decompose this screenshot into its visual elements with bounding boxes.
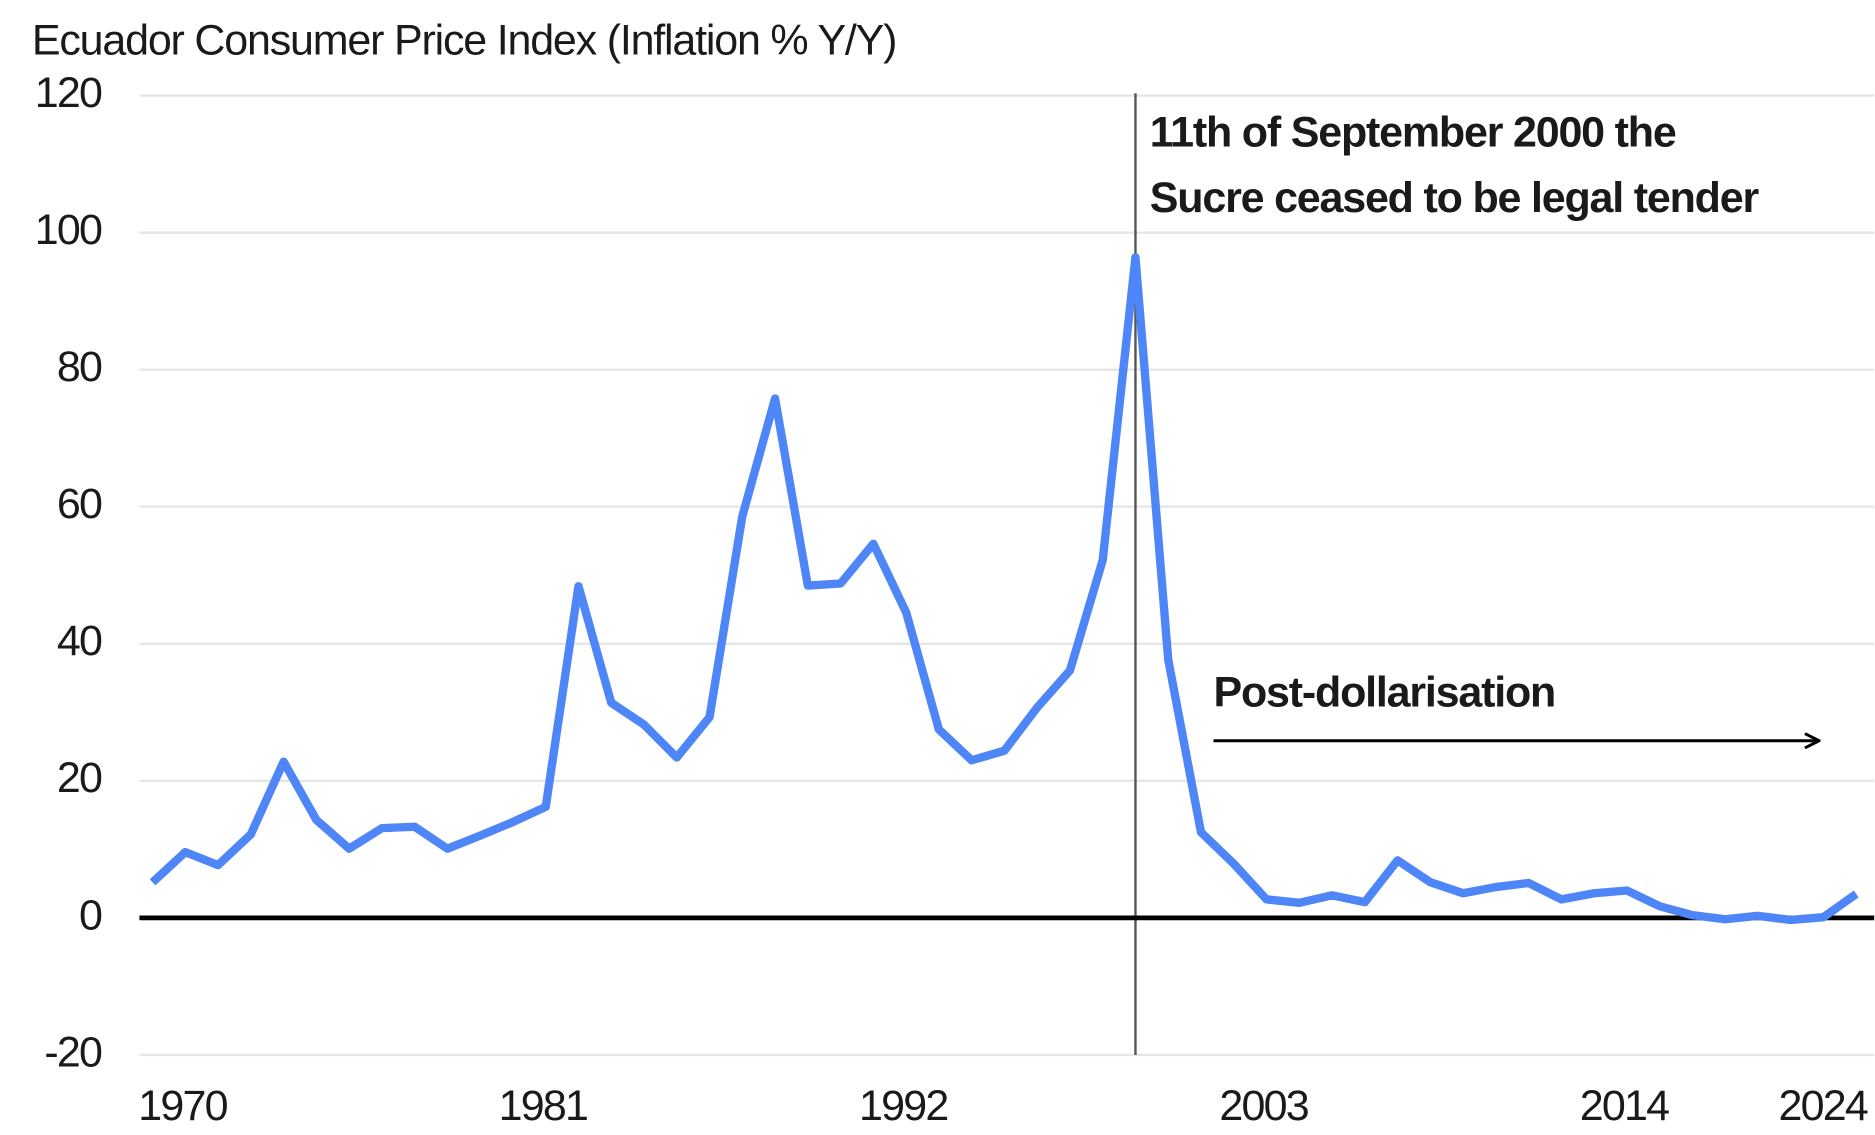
- chart-title: Ecuador Consumer Price Index (Inflation …: [32, 16, 896, 64]
- x-tick-label: 2003: [1219, 1082, 1308, 1130]
- y-tick-label: -20: [44, 1028, 102, 1076]
- y-tick-label: 0: [79, 891, 102, 939]
- x-tick-label: 2024: [1779, 1082, 1868, 1130]
- annotation: Sucre ceased to be legal tender: [1150, 174, 1760, 222]
- line: [149, 253, 1859, 925]
- annotation: 11th of September 2000 the: [1150, 108, 1676, 156]
- y-tick-label: 100: [35, 206, 102, 254]
- y-tick-label: 60: [57, 480, 102, 528]
- x-tick-label: 1992: [859, 1082, 948, 1130]
- x-tick-label: 2014: [1580, 1082, 1669, 1130]
- y-tick-label: 20: [57, 754, 102, 802]
- y-tick-label: 40: [57, 617, 102, 665]
- y-tick-label: 80: [57, 343, 102, 391]
- x-tick-label: 1981: [499, 1082, 587, 1130]
- annotation: Post-dollarisation: [1213, 669, 1555, 717]
- x-tick-label: 1970: [138, 1082, 227, 1130]
- y-tick-label: 120: [35, 69, 102, 117]
- grid: [139, 94, 1875, 1057]
